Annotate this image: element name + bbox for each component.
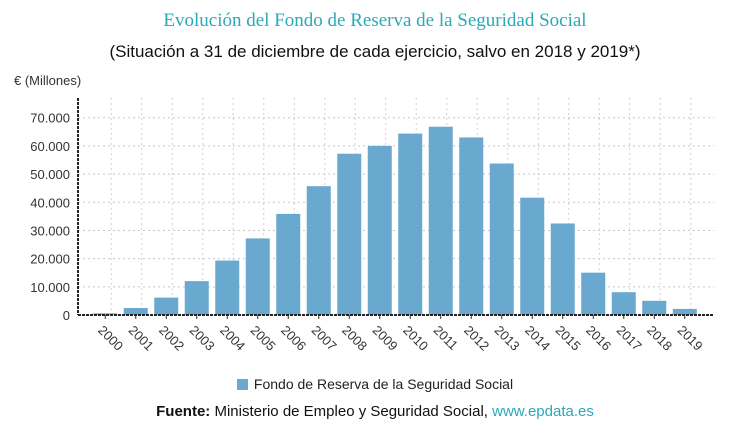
bar-2007 [306,186,331,315]
x-tick-label: 2013 [492,323,523,354]
x-tick-label: 2014 [522,323,553,354]
x-tick-label: 2005 [248,323,279,354]
bar-2002 [154,297,179,315]
bar-2008 [337,153,362,315]
x-tick-label: 2002 [156,323,187,354]
y-tick-label: 60.000 [30,139,70,154]
source-link[interactable]: www.epdata.es [492,403,594,420]
bar-2005 [245,238,270,315]
x-tick-label: 2012 [461,323,492,354]
bar-2006 [276,213,301,315]
bar-2003 [184,281,209,315]
bar-2011 [428,126,453,315]
y-tick-label: 20.000 [30,252,70,267]
legend: Fondo de Reserva de la Seguridad Social [0,376,750,392]
bar-2019 [672,308,697,315]
y-tick-label: 0 [63,308,70,323]
x-tick-label: 2010 [400,323,431,354]
bar-2001 [123,307,148,315]
source: Fuente: Ministerio de Empleo y Seguridad… [0,403,750,420]
y-axis-label: € (Millones) [14,73,82,88]
y-tick-label: 70.000 [30,111,70,126]
x-tick-label: 2000 [95,323,126,354]
chart-subtitle: (Situación a 31 de diciembre de cada eje… [109,42,641,61]
x-tick-label: 2016 [583,323,614,354]
legend-swatch [236,379,248,390]
x-tick-label: 2003 [187,323,218,354]
x-tick-label: 2001 [126,323,157,354]
bar-2015 [550,223,575,315]
x-tick-label: 2004 [217,323,248,354]
bar-2014 [520,197,545,315]
y-tick-label: 40.000 [30,195,70,210]
x-tick-label: 2006 [278,323,309,354]
x-tick-label: 2015 [553,323,584,354]
bar-2004 [215,260,240,315]
y-tick-label: 10.000 [30,280,70,295]
x-tick-label: 2019 [675,323,706,354]
source-label: Fuente: [156,403,211,420]
x-tick-label: 2017 [614,323,645,354]
x-tick-label: 2018 [644,323,675,354]
bar-2012 [459,137,484,315]
x-tick-label: 2008 [339,323,370,354]
source-text: Ministerio de Empleo y Seguridad Social, [214,403,488,420]
y-tick-label: 30.000 [30,223,70,238]
bar-2013 [489,163,514,315]
bar-2000 [93,313,118,315]
bar-2017 [611,292,636,315]
bar-2009 [367,145,392,315]
chart-title: Evolución del Fondo de Reserva de la Seg… [163,10,587,31]
x-tick-label: 2009 [370,323,401,354]
bar-2018 [642,300,667,315]
x-tick-label: 2011 [431,323,461,353]
legend-label: Fondo de Reserva de la Seguridad Social [253,376,514,392]
bar-2010 [398,133,423,315]
x-tick-label: 2007 [309,323,340,354]
y-tick-label: 50.000 [30,167,70,182]
bar-2016 [581,272,606,315]
